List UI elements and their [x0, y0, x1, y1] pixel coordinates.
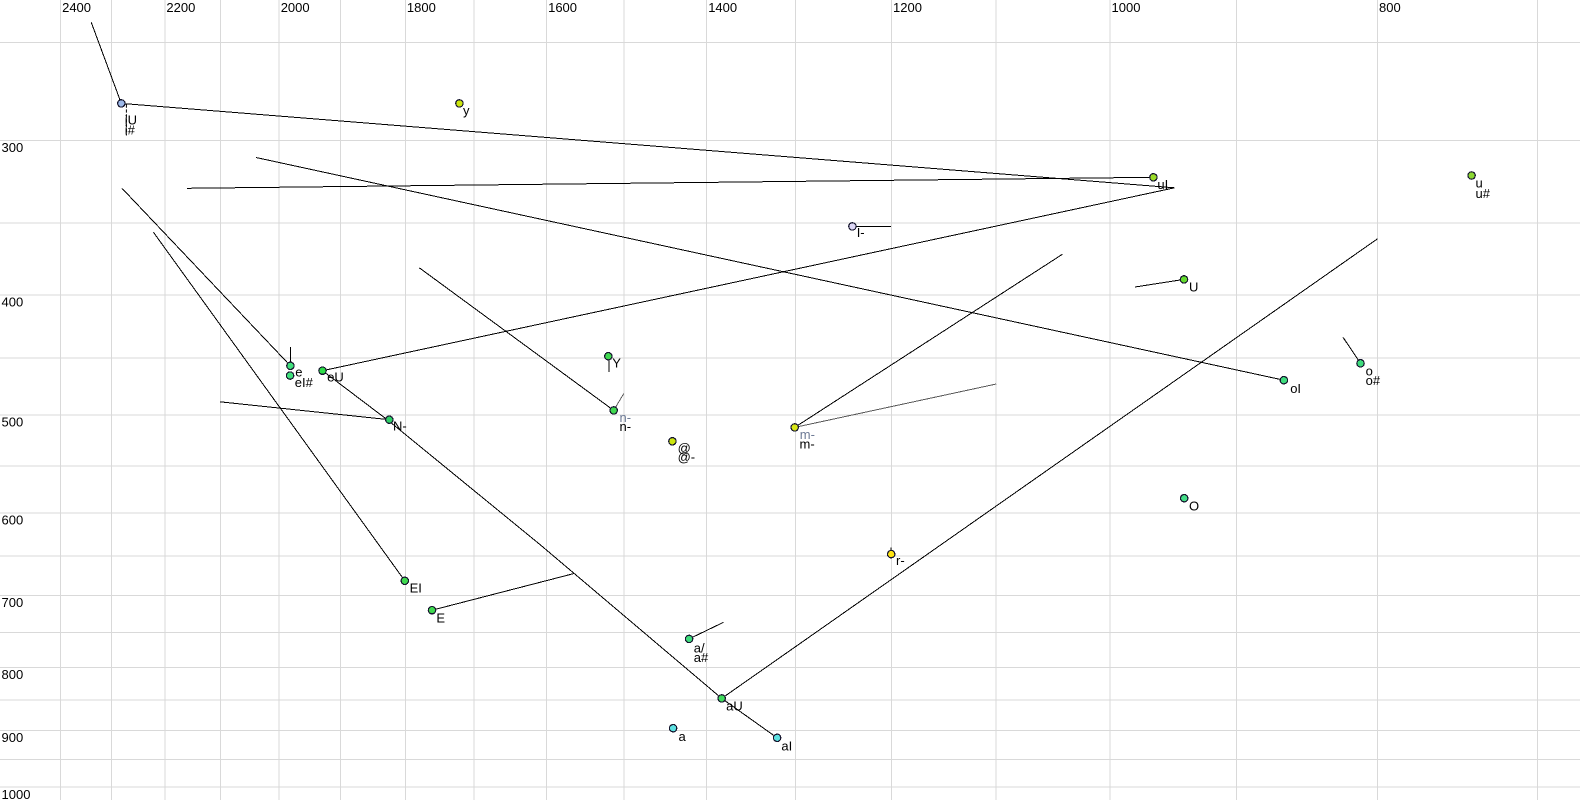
svg-text:eI#: eI#: [295, 375, 314, 390]
svg-text:2400: 2400: [62, 0, 91, 15]
svg-text:800: 800: [2, 667, 24, 682]
svg-text:@: @: [678, 441, 691, 456]
svg-text:n-: n-: [620, 419, 632, 434]
svg-text:a/: a/: [694, 640, 705, 655]
svg-text:Y: Y: [612, 356, 621, 371]
svg-text:300: 300: [2, 140, 24, 155]
svg-text:eU: eU: [327, 370, 344, 385]
svg-text:1400: 1400: [708, 0, 737, 15]
svg-text:r-: r-: [896, 553, 905, 568]
svg-text:o#: o#: [1366, 373, 1381, 388]
svg-text:o: o: [1366, 364, 1373, 379]
svg-text:I-: I-: [857, 225, 865, 240]
svg-text:m-: m-: [800, 427, 815, 442]
svg-text:1000: 1000: [2, 787, 31, 800]
svg-text:uI: uI: [1157, 177, 1168, 192]
svg-text:iU: iU: [125, 113, 137, 128]
svg-text:500: 500: [2, 414, 24, 429]
svg-text:@-: @-: [678, 450, 696, 465]
svg-text:i#: i#: [125, 122, 136, 137]
svg-text:1200: 1200: [893, 0, 922, 15]
svg-text:900: 900: [2, 730, 24, 745]
svg-text:1000: 1000: [1112, 0, 1141, 15]
svg-text:EI: EI: [410, 580, 422, 595]
svg-text:aI: aI: [781, 738, 792, 753]
svg-text:y: y: [463, 103, 470, 118]
svg-text:2200: 2200: [166, 0, 195, 15]
svg-text:aU: aU: [726, 699, 743, 714]
svg-text:N-: N-: [393, 418, 407, 433]
svg-text:a#: a#: [694, 650, 709, 665]
svg-text:O: O: [1189, 498, 1199, 513]
svg-text:700: 700: [2, 595, 24, 610]
svg-text:600: 600: [2, 512, 24, 527]
svg-text:400: 400: [2, 295, 24, 310]
svg-text:1600: 1600: [548, 0, 577, 15]
svg-text:a: a: [679, 729, 687, 744]
svg-text:e: e: [295, 365, 302, 380]
svg-text:2000: 2000: [281, 0, 310, 15]
svg-text:1800: 1800: [407, 0, 436, 15]
svg-text:m-: m-: [800, 436, 815, 451]
svg-text:u#: u#: [1476, 186, 1491, 201]
svg-text:u: u: [1476, 175, 1483, 190]
svg-text:E: E: [436, 611, 445, 626]
svg-text:800: 800: [1379, 0, 1401, 15]
svg-text:U: U: [1189, 280, 1198, 295]
svg-text:oI: oI: [1290, 381, 1301, 396]
svg-text:n-: n-: [620, 410, 632, 425]
